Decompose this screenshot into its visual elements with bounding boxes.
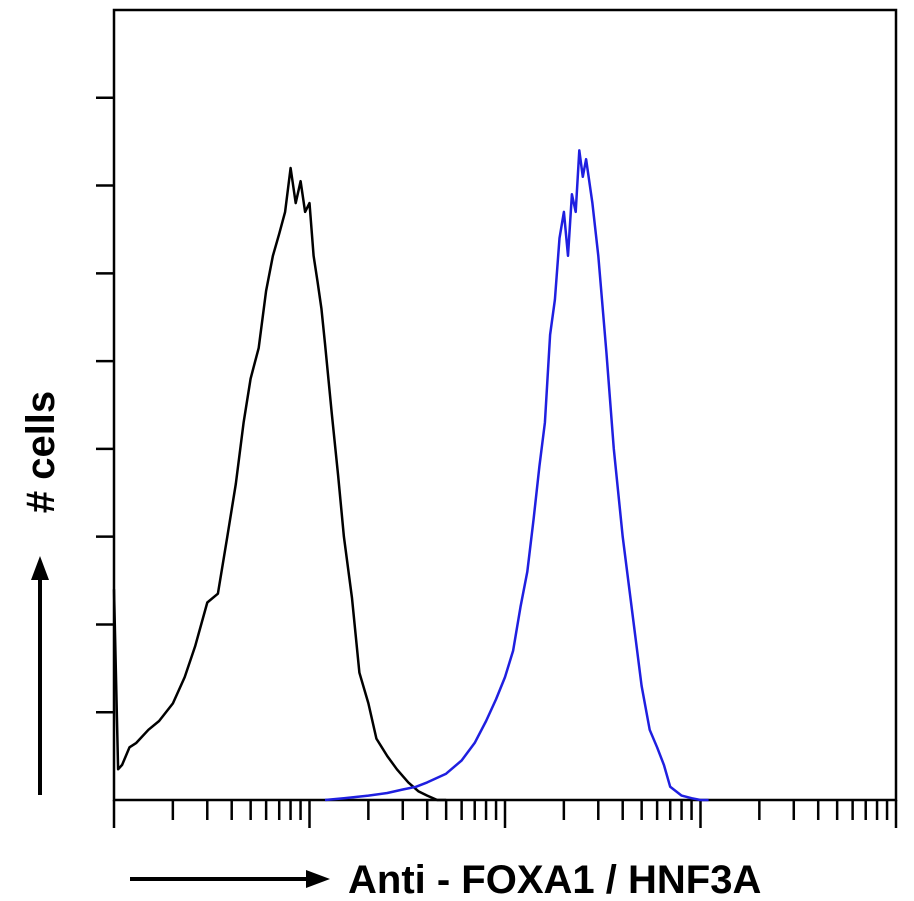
series-line-black: [112, 166, 447, 802]
series-lines: [112, 149, 709, 802]
x-axis-arrow-head: [306, 870, 330, 888]
plot-frame: [112, 8, 898, 802]
series-line-blue: [324, 149, 709, 802]
x-axis-label: Anti - FOXA1 / HNF3A: [348, 858, 761, 901]
y-axis-ticks: [96, 96, 114, 714]
y-axis-label: # cells: [19, 391, 63, 513]
x-axis-ticks: [112, 800, 898, 828]
y-axis-arrow-head: [31, 556, 49, 580]
